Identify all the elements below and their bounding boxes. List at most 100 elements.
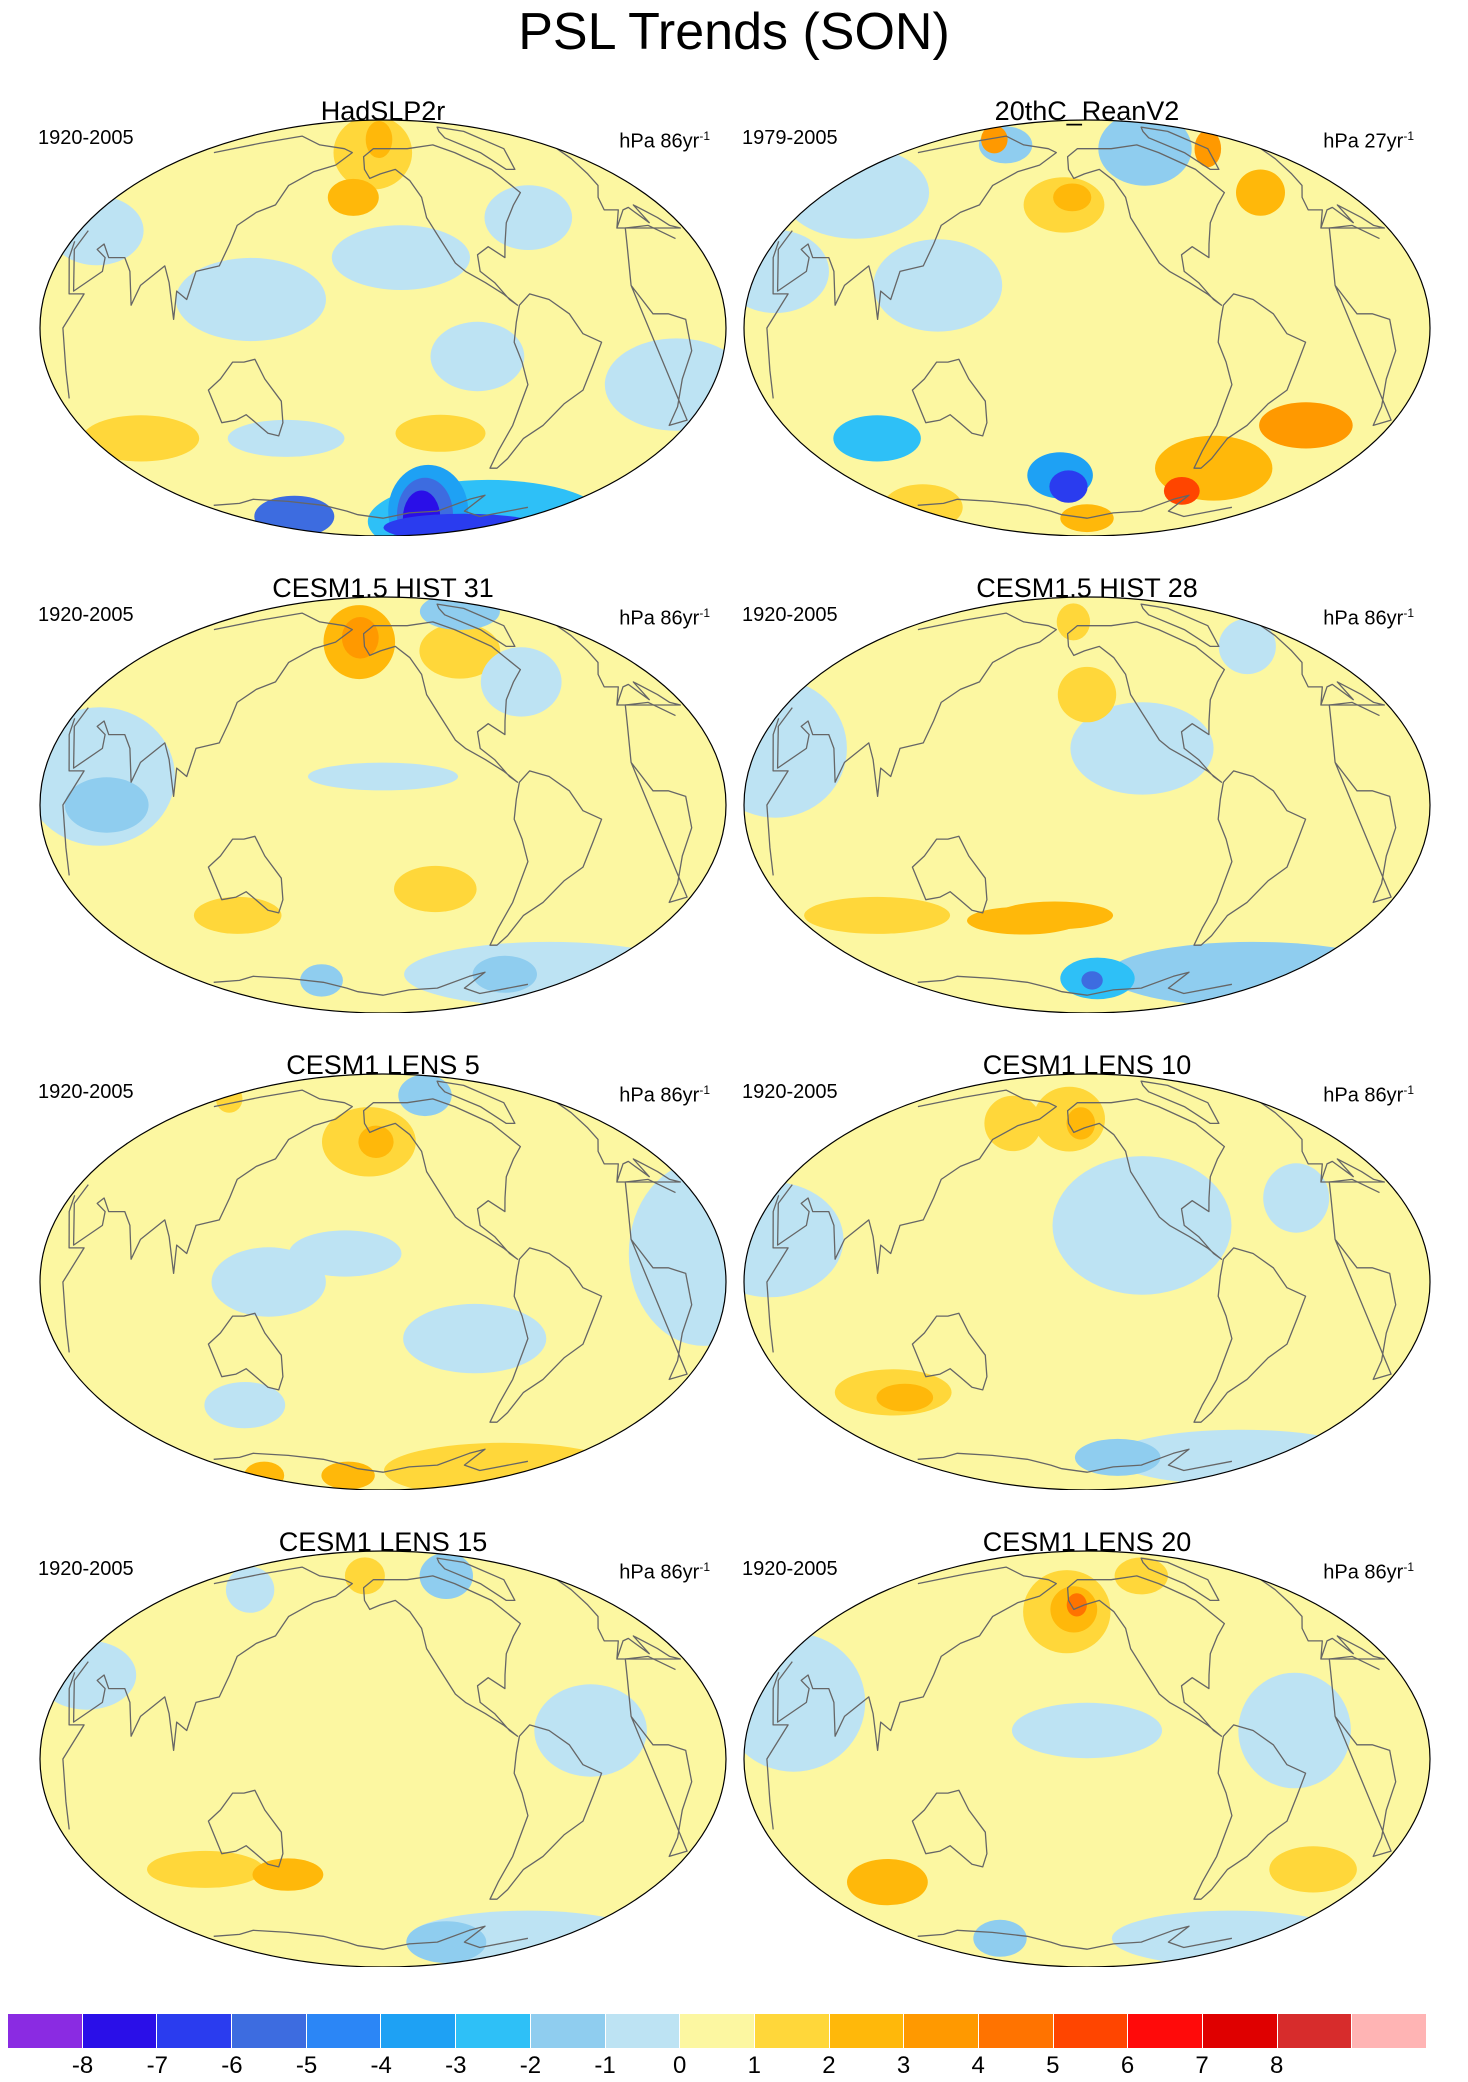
panel-units-base: hPa 86yr	[619, 130, 700, 153]
panel-units-base: hPa 86yr	[619, 1084, 700, 1107]
antarctica-outline	[213, 971, 529, 996]
trend-contour-region	[484, 185, 573, 250]
trend-contour-region	[193, 896, 282, 934]
colorbar-swatch	[978, 2014, 1054, 2048]
panel-units: hPa 86yr-1	[619, 124, 710, 154]
colorbar-swatch	[232, 2014, 307, 2048]
trend-contour-region	[307, 762, 459, 791]
colorbar-swatch	[381, 2014, 457, 2048]
colorbar-swatch	[306, 2014, 382, 2048]
colorbar-tick-label: 6	[1120, 2052, 1135, 2079]
trend-contour-region	[321, 1461, 375, 1490]
map-plot	[743, 1550, 1431, 1967]
map-border	[39, 119, 727, 536]
map-plot	[39, 596, 727, 1013]
trend-contour-region	[1269, 1846, 1357, 1893]
panel-units: hPa 86yr-1	[619, 601, 710, 631]
trend-contour-region	[744, 1181, 844, 1298]
map-border	[743, 596, 1431, 1013]
map-plot	[39, 119, 727, 536]
trend-contour-region	[628, 1161, 726, 1346]
trend-contour-region	[981, 125, 1008, 154]
trend-contour-region	[64, 777, 149, 833]
north-america-outline	[362, 621, 522, 783]
colorbar-tick-label: 5	[1046, 2052, 1060, 2079]
trend-contour-region	[1066, 1107, 1096, 1140]
panel-period: 1979-2005	[742, 127, 838, 149]
colorbar-tick-label: 8	[1270, 2052, 1284, 2079]
trend-contour-region	[175, 257, 326, 342]
trend-contour-region	[341, 617, 379, 659]
panel-period: 1920-2005	[38, 1081, 134, 1103]
colorbar-swatch	[829, 2014, 905, 2048]
trend-contour-region	[358, 1125, 394, 1158]
trend-contour-region	[344, 1557, 385, 1595]
panel-title: CESM1 LENS 15	[278, 1527, 488, 1557]
greenland-outline	[436, 603, 516, 648]
panel-period: 1920-2005	[38, 1558, 134, 1580]
map-border	[39, 596, 727, 1013]
colorbar	[8, 2014, 1427, 2048]
colorbar-tick-label: -6	[221, 2052, 243, 2079]
trend-contour-region	[1114, 1557, 1168, 1595]
panel-title: CESM1 LENS 10	[982, 1050, 1192, 1080]
trend-contour-region	[833, 415, 921, 462]
colorbar-labels: -8 -7 -6 -5 -4 -3 -2 -1 0 1 2 3 4 5 6 7 8	[8, 2052, 1426, 2082]
map-border	[743, 1550, 1431, 1967]
colorbar-swatch	[1128, 2014, 1203, 2048]
north-america-outline	[1066, 621, 1226, 783]
map-plot	[39, 1073, 727, 1490]
trend-contour-region	[804, 896, 951, 934]
north-america-outline	[1066, 1575, 1226, 1737]
eurasia-outline	[72, 612, 682, 798]
panel-units-base: hPa 86yr	[1323, 607, 1404, 630]
australia-outline	[911, 835, 988, 914]
trend-contour-region	[534, 1684, 647, 1777]
trend-contour-region	[82, 415, 200, 462]
map-panel: CESM1 LENS 15 1920-2005 hPa 86yr-1	[38, 1527, 728, 1967]
north-america-outline	[362, 1098, 522, 1260]
antarctica-outline	[917, 971, 1233, 996]
north-america-outline	[362, 1575, 522, 1737]
panel-units-base: hPa 86yr	[1323, 1561, 1404, 1584]
south-america-outline	[489, 1724, 603, 1900]
colorbar-swatch	[680, 2014, 755, 2048]
south-america-outline	[489, 770, 603, 946]
south-america-outline	[1193, 293, 1307, 469]
north-america-outline	[362, 144, 522, 306]
panel-title: CESM1 LENS 5	[286, 1050, 480, 1080]
trend-contour-region	[1236, 169, 1285, 216]
australia-outline	[207, 835, 284, 914]
map-plot	[39, 1550, 727, 1967]
south-america-outline	[1193, 1247, 1307, 1423]
trend-contour-region	[395, 414, 486, 452]
map-panel: HadSLP2r 1920-2005 hPa 86yr-1	[38, 96, 728, 536]
antarctica-outline	[213, 494, 529, 519]
colorbar-swatch	[1053, 2014, 1129, 2048]
map-panel: CESM1 LENS 10 1920-2005 hPa 86yr-1	[742, 1050, 1432, 1490]
north-america-outline	[1066, 144, 1226, 306]
greenland-outline	[1140, 603, 1220, 648]
greenland-outline	[1140, 126, 1220, 171]
south-america-outline	[1193, 1724, 1307, 1900]
colorbar-swatch	[8, 2014, 83, 2048]
australia-outline	[911, 358, 988, 437]
antarctica-outline	[213, 1448, 529, 1473]
colorbar-swatch	[456, 2014, 531, 2048]
map-plot	[743, 1073, 1431, 1490]
figure-title: PSL Trends (SON)	[518, 3, 950, 61]
colorbar-swatch	[605, 2014, 681, 2048]
colorbar-tick-label: 4	[971, 2052, 985, 2079]
panel-units-base: hPa 27yr	[1323, 130, 1404, 153]
trend-contour-region	[404, 941, 695, 1007]
trend-contour-region	[782, 146, 930, 239]
australia-outline	[911, 1789, 988, 1868]
panel-units: hPa 27yr-1	[1323, 124, 1414, 154]
trend-contour-region	[40, 1640, 137, 1710]
trend-contour-region	[873, 239, 1003, 332]
trend-contour-region	[472, 955, 537, 993]
panel-units: hPa 86yr-1	[619, 1078, 710, 1108]
trend-contour-region	[327, 178, 379, 216]
trend-contour-region	[1238, 1672, 1351, 1789]
trend-contour-region	[1011, 1702, 1163, 1759]
